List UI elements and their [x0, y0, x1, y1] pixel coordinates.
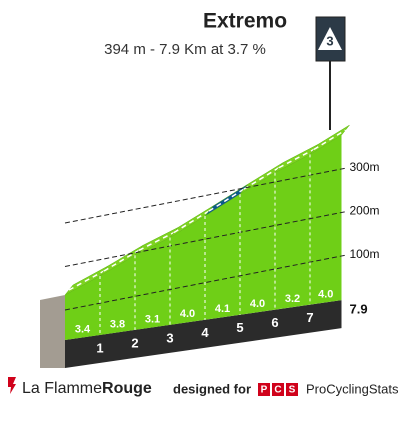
base-band — [65, 300, 342, 368]
pcs-letter: C — [274, 385, 281, 396]
center-line — [208, 188, 245, 212]
pcs-box — [286, 383, 298, 396]
center-line — [243, 166, 280, 190]
pcs-box — [272, 383, 284, 396]
km-label: 7 — [306, 310, 313, 325]
subtitle: 394 m - 7.9 Km at 3.7 % — [104, 41, 266, 58]
gradient-label: 3.4 — [75, 323, 91, 335]
segment — [240, 172, 275, 315]
gradient-label: 3.8 — [110, 318, 125, 330]
gradient-label: 4.0 — [250, 298, 265, 310]
segment — [205, 194, 240, 320]
elevation-label: 200m — [350, 204, 380, 218]
brand-prefix: La Flamme — [22, 380, 102, 397]
segment — [100, 255, 135, 335]
center-line — [313, 129, 346, 151]
pcs-letter: S — [289, 385, 296, 396]
center-line — [278, 148, 315, 169]
brand-suffix: Rouge — [102, 380, 152, 397]
center-line — [103, 249, 140, 272]
elevation-label: 300m — [350, 160, 380, 174]
km-label: 5 — [236, 320, 243, 335]
km-label: 4 — [201, 325, 209, 340]
category: 3 — [326, 33, 333, 48]
segment — [65, 275, 100, 340]
center-line — [173, 210, 210, 234]
category-triangle — [318, 27, 342, 50]
title: Extremo — [203, 10, 287, 33]
profile: 3.4 3.8 3.1 4.0 4.1 4.0 3.2 4.0 100m 200m 300m 1 2 3 4… — [40, 124, 380, 368]
km-label: 7.9 — [350, 302, 368, 317]
pcs-name: ProCyclingStats — [306, 381, 399, 396]
km-label: 1 — [96, 340, 103, 355]
pcs-box — [258, 383, 270, 396]
designed-for: designed for — [173, 381, 251, 396]
flame-icon — [8, 377, 16, 394]
pcs-letter: P — [261, 385, 268, 396]
segment — [170, 216, 205, 325]
brand: La FlammeRouge — [22, 380, 152, 397]
left-cap — [40, 295, 65, 368]
km-label: 2 — [131, 335, 138, 350]
center-line — [68, 270, 105, 291]
segment — [135, 237, 170, 330]
center-line — [138, 231, 175, 251]
gradient-label: 3.1 — [145, 313, 160, 325]
elevation-label: 100m — [350, 247, 380, 261]
gradient-label: 3.2 — [285, 293, 300, 305]
km-label: 3 — [166, 330, 173, 345]
gradient-label: 4.0 — [180, 308, 195, 320]
gradient-label: 4.1 — [215, 303, 230, 315]
gradient-label: 4.0 — [318, 288, 333, 300]
segment — [310, 135, 342, 305]
segment — [275, 154, 310, 310]
km-label: 6 — [271, 315, 278, 330]
